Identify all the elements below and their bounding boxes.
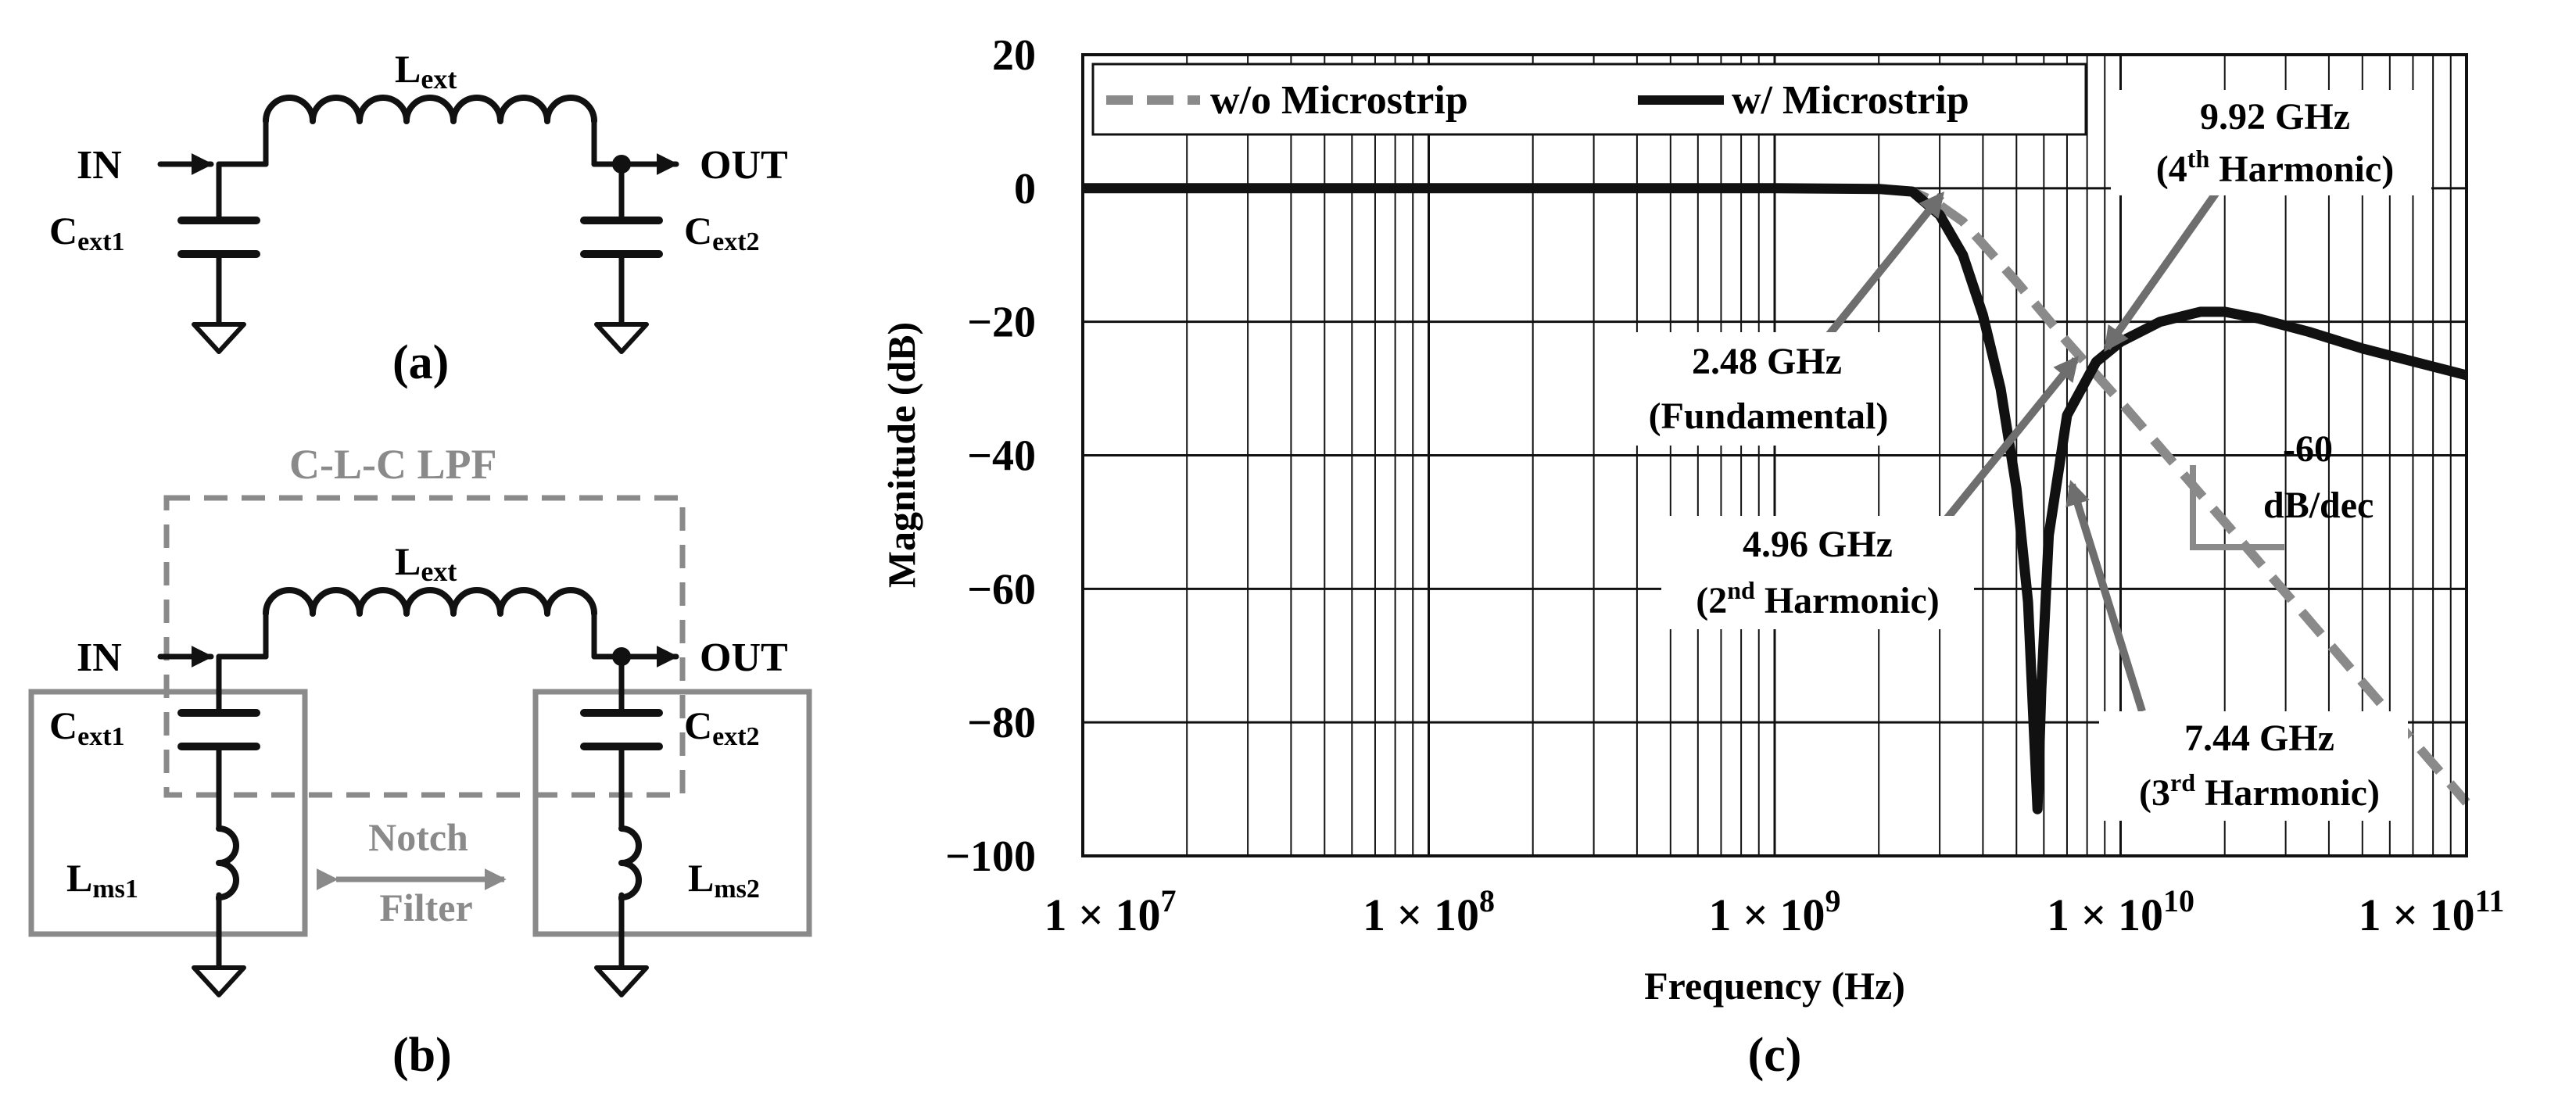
caption-b: (b) [392,1029,452,1082]
annotation-4th-freq: 9.92 GHz [2200,96,2350,138]
ground-symbol-a2 [594,322,649,354]
lms2-label: Lms2 [688,856,760,904]
panel-b-schematic [28,495,812,997]
cext2-label-b: Cext2 [684,703,760,751]
y-tick-label: −80 [967,699,1036,747]
lms1-label: Lms1 [66,856,138,904]
ground-symbol-b2 [594,965,649,997]
notch-box-left [28,689,308,937]
y-axis-ticks: 20 0 −20 −40 −60 −80 −100 [945,31,1036,881]
lext-label-b: Lext [395,539,457,587]
ground-symbol-b1 [192,965,246,997]
capacitor-cext1-a [177,217,260,325]
panel-a-schematic [157,95,679,354]
capacitor-cext2-b [580,709,663,750]
out-label-a: OUT [700,143,788,188]
annotation-arrow-4th [2103,174,2232,353]
chart-series [1083,183,2470,814]
x-tick-label: 1 × 1010 [2047,883,2194,940]
annotation-slope-unit: dB/dec [2263,485,2374,526]
y-tick-label: 20 [992,31,1036,80]
y-tick-label: −100 [945,832,1036,881]
y-tick-label: −20 [967,299,1036,347]
annotation-3rd-label: (3rd Harmonic) [2139,768,2380,814]
capacitor-cext2-a [580,217,663,325]
in-label-b: IN [77,635,122,680]
x-tick-label: 1 × 109 [1708,883,1840,940]
cext1-label-a: Cext1 [49,209,125,256]
out-label-b: OUT [700,635,788,680]
annotation-arrow-3rd [2065,479,2146,713]
ground-symbol-a1 [192,322,246,354]
y-tick-label: 0 [1014,165,1036,213]
inductor-lext-b [263,587,597,617]
legend-label-w-microstrip: w/ Microstrip [1732,78,1969,123]
lpf-title: C-L-C LPF [289,441,496,488]
caption-a: (a) [392,336,449,389]
slope-triangle [2190,465,2284,550]
x-tick-label: 1 × 108 [1363,883,1495,940]
lext-label-a: Lext [395,47,457,95]
x-axis-ticks: 1 × 107 1 × 108 1 × 109 1 × 1010 1 × 101… [1044,883,2504,940]
annotation-arrow-2nd [1940,356,2080,527]
caption-c: (c) [1748,1029,1802,1082]
annotation-2nd-freq: 4.96 GHz [1743,524,1893,565]
annotation-3rd-freq: 7.44 GHz [2184,718,2334,759]
inductor-lms2 [618,825,642,902]
notch-box-right [532,689,812,937]
notch-label-line2: Filter [379,886,472,929]
y-tick-label: −40 [967,432,1036,481]
annotation-4th-label: (4th Harmonic) [2156,145,2394,190]
cext1-label-b: Cext1 [49,703,125,751]
x-axis-label: Frequency (Hz) [1644,964,1905,1008]
in-label-a: IN [77,143,122,188]
legend: w/o Microstrip w/ Microstrip [1091,63,2087,136]
x-tick-label: 1 × 107 [1044,883,1176,940]
cext2-label-a: Cext2 [684,209,760,256]
inductor-lms1 [216,825,239,902]
annotation-slope-value: -60 [2283,428,2333,470]
annotation-fundamental-freq: 2.48 GHz [1692,341,1842,382]
plot-frame [1081,53,2468,857]
inductor-lext-a [263,95,597,124]
annotation-fundamental-label: (Fundamental) [1649,396,1889,437]
capacitor-cext1-b [177,709,260,750]
lpf-dashed-box [163,495,686,798]
y-tick-label: −60 [967,565,1036,614]
chart-c: w/o Microstrip w/ Microstrip 2.48 GHz (F… [880,31,2504,1008]
series-line-w-microstrip [1083,183,2468,814]
y-axis-label: Magnitude (dB) [880,322,923,588]
x-tick-label: 1 × 1011 [2359,883,2505,940]
annotation-2nd-label: (2nd Harmonic) [1696,576,1940,621]
legend-label-wo-microstrip: w/o Microstrip [1210,78,1468,123]
notch-label-line1: Notch [368,815,468,859]
annotation-arrow-fundamental [1818,192,1945,347]
